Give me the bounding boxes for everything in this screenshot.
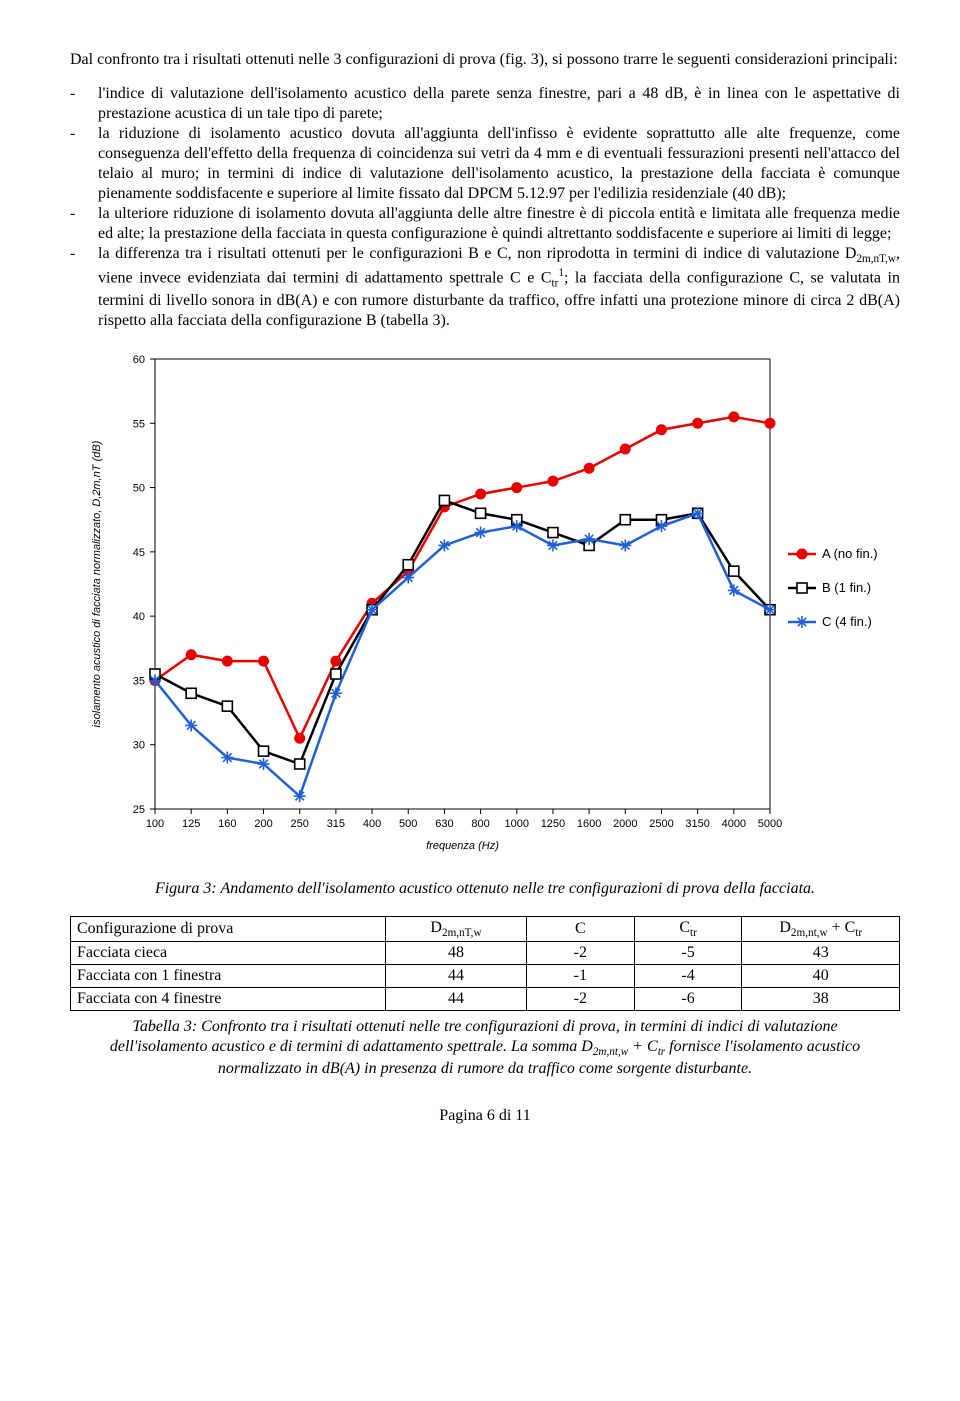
svg-text:315: 315 — [327, 818, 345, 830]
svg-text:35: 35 — [133, 675, 145, 687]
table-row: Facciata con 4 finestre44-2-638 — [71, 987, 900, 1010]
svg-text:3150: 3150 — [685, 818, 709, 830]
svg-text:1250: 1250 — [541, 818, 565, 830]
svg-text:160: 160 — [218, 818, 236, 830]
bullet-2: - la riduzione di isolamento acustico do… — [70, 124, 900, 204]
bullet-3: - la ulteriore riduzione di isolamento d… — [70, 204, 900, 244]
svg-text:1600: 1600 — [577, 818, 601, 830]
intro-paragraph: Dal confronto tra i risultati ottenuti n… — [70, 50, 900, 70]
svg-text:25: 25 — [133, 804, 145, 816]
svg-text:2000: 2000 — [613, 818, 637, 830]
svg-text:125: 125 — [182, 818, 200, 830]
bullet-4: - la differenza tra i risultati ottenuti… — [70, 244, 900, 331]
svg-text:40: 40 — [133, 611, 145, 623]
svg-text:frequenza (Hz): frequenza (Hz) — [426, 840, 499, 852]
table-3: Configurazione di provaD2m,nT,wCCtrD2m,n… — [70, 916, 900, 1011]
svg-text:200: 200 — [254, 818, 272, 830]
svg-text:45: 45 — [133, 547, 145, 559]
svg-text:100: 100 — [146, 818, 164, 830]
svg-text:400: 400 — [363, 818, 381, 830]
svg-text:1000: 1000 — [505, 818, 529, 830]
bullet-1: - l'indice di valutazione dell'isolament… — [70, 84, 900, 124]
svg-text:isolamento acustico di facciat: isolamento acustico di facciata normaliz… — [91, 440, 103, 727]
figure-3-caption: Figura 3: Andamento dell'isolamento acus… — [70, 880, 900, 898]
svg-text:4000: 4000 — [722, 818, 746, 830]
svg-text:2500: 2500 — [649, 818, 673, 830]
page-footer: Pagina 6 di 11 — [70, 1107, 900, 1125]
table-3-caption: Tabella 3: Confronto tra i risultati ott… — [100, 1017, 870, 1079]
svg-text:30: 30 — [133, 739, 145, 751]
svg-text:5000: 5000 — [758, 818, 782, 830]
table-row: Facciata con 1 finestra44-1-440 — [71, 964, 900, 987]
svg-text:B (1 fin.): B (1 fin.) — [822, 580, 871, 595]
svg-text:50: 50 — [133, 482, 145, 494]
svg-text:500: 500 — [399, 818, 417, 830]
svg-text:C (4 fin.): C (4 fin.) — [822, 614, 872, 629]
figure-3-chart: 25 30 35 40 45 50 55 60 100 125 160 200 250 315 400 500… — [70, 349, 900, 874]
svg-text:630: 630 — [435, 818, 453, 830]
svg-text:A (no fin.): A (no fin.) — [822, 546, 878, 561]
svg-text:250: 250 — [291, 818, 309, 830]
table-row: Facciata cieca48-2-543 — [71, 941, 900, 964]
svg-text:60: 60 — [133, 354, 145, 366]
svg-text:800: 800 — [471, 818, 489, 830]
svg-text:55: 55 — [133, 418, 145, 430]
